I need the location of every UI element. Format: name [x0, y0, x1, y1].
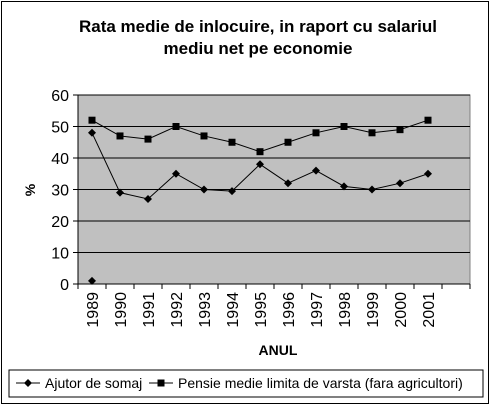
x-tick-label: 1993	[197, 292, 214, 328]
y-tick-label: 10	[51, 246, 69, 263]
data-point	[144, 194, 152, 203]
legend-label: Pensie medie limita de varsta (fara agri…	[178, 375, 463, 391]
chart-title-line1: Rata medie de inlocuire, in raport cu sa…	[79, 17, 437, 36]
data-point	[228, 138, 236, 146]
data-point	[368, 185, 376, 194]
data-point	[88, 128, 96, 137]
data-point	[368, 129, 376, 137]
y-tick-label: 20	[51, 214, 69, 231]
legend-box	[8, 369, 484, 398]
data-point	[340, 182, 348, 191]
x-tick-label: 1995	[253, 292, 270, 328]
x-tick-label: 1990	[113, 292, 130, 328]
data-point	[172, 123, 180, 130]
legend-marker	[24, 379, 32, 387]
data-point	[396, 126, 404, 134]
y-axis-ticks: 0 10 20 30 40 50 60	[51, 88, 79, 294]
data-point	[256, 148, 264, 156]
data-point	[424, 169, 432, 178]
data-point	[228, 187, 236, 196]
data-point	[116, 132, 124, 140]
x-tick-label: 1997	[309, 292, 326, 328]
data-point	[312, 166, 320, 175]
x-tick-label: 1998	[337, 292, 354, 328]
x-tick-label: 1992	[169, 292, 186, 328]
series-2	[88, 116, 432, 156]
x-tick-label: 2001	[421, 292, 438, 328]
data-point	[88, 276, 96, 285]
data-point	[144, 135, 152, 143]
y-tick-label: 60	[51, 88, 69, 105]
data-point	[116, 188, 124, 197]
grid	[78, 94, 470, 285]
legend-entry-1: Ajutor de somaj	[16, 375, 142, 391]
chart-title-line2: mediu net pe economie	[164, 39, 353, 58]
data-point	[200, 185, 208, 194]
x-axis-label: ANUL	[259, 342, 298, 358]
x-tick-label: 1991	[141, 292, 158, 328]
legend-entry-2: Pensie medie limita de varsta (fara agri…	[149, 375, 463, 391]
data-point	[88, 116, 96, 124]
y-tick-label: 40	[51, 151, 69, 168]
series-1	[88, 128, 432, 285]
legend-label: Ajutor de somaj	[45, 375, 142, 391]
y-tick-label: 50	[51, 120, 69, 137]
data-point	[424, 116, 432, 124]
legend-marker	[157, 379, 165, 387]
x-tick-label: 2000	[393, 292, 410, 328]
data-point	[200, 132, 208, 140]
x-tick-label: 1994	[225, 292, 242, 328]
x-tick-label: 1999	[365, 292, 382, 328]
x-tick-label: 1996	[281, 292, 298, 328]
data-point	[284, 179, 292, 188]
data-point	[396, 179, 404, 188]
data-point	[312, 129, 320, 137]
y-tick-label: 0	[60, 277, 69, 294]
data-point	[284, 138, 292, 146]
y-tick-label: 30	[51, 183, 69, 200]
data-point	[172, 169, 180, 178]
y-axis-label: %	[22, 183, 38, 196]
data-point	[340, 123, 348, 130]
x-axis-ticks: 1989 1990 1991 1992 1993 1994 1995 1996 1997 1998…	[77, 283, 471, 328]
legend: Ajutor de somaj Pensie medie limita de va…	[16, 375, 463, 391]
x-tick-label: 1989	[85, 292, 102, 328]
series-layer	[88, 116, 432, 285]
data-point	[256, 160, 264, 169]
